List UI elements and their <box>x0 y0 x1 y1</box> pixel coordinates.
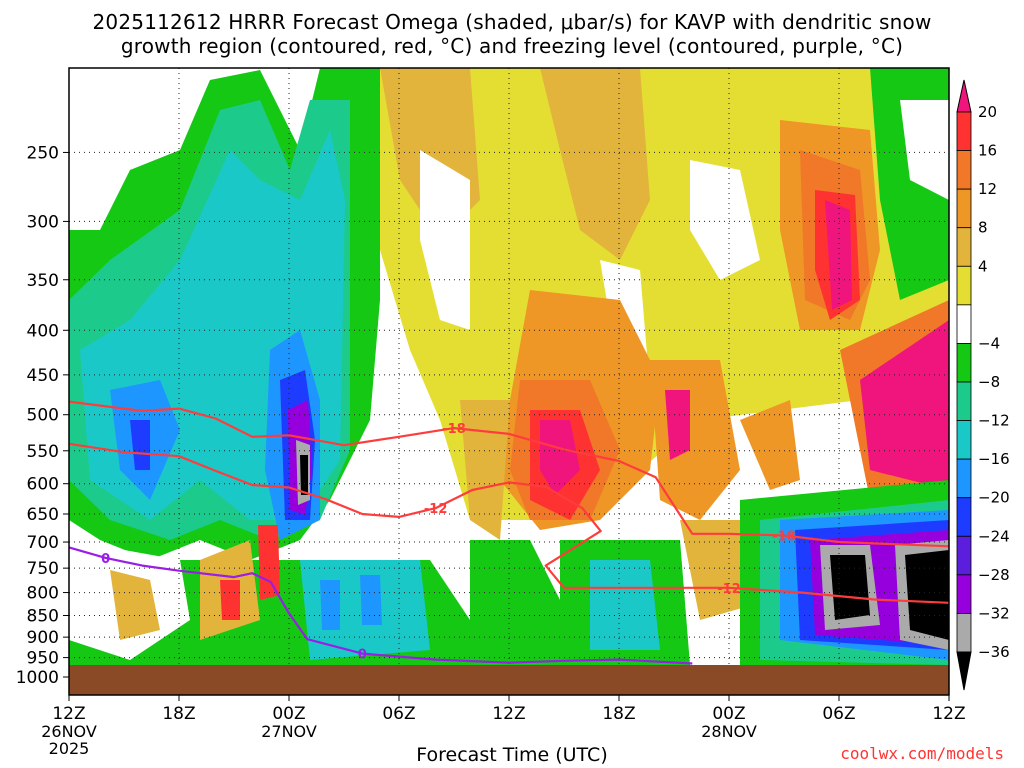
contour-lines <box>68 400 950 665</box>
colorbar-label: −12 <box>978 412 1010 430</box>
x-tick-label: 06Z <box>822 704 855 724</box>
colorbar-segment <box>956 381 972 421</box>
colorbar-label: −28 <box>978 566 1010 584</box>
colorbar-segment <box>956 343 972 383</box>
colorbar-label: 20 <box>978 103 997 121</box>
terrain-band <box>69 665 949 695</box>
x-tick-sublabel: 2025 <box>49 739 90 758</box>
y-tick-label: 250 <box>27 143 59 163</box>
y-tick-label: 600 <box>27 475 59 495</box>
colorbar-label: 16 <box>978 142 997 160</box>
colorbar-label: 8 <box>978 219 988 237</box>
contour-label: -12 <box>717 582 741 597</box>
x-tick-label: 00Z <box>272 704 305 724</box>
colorbar-label: 12 <box>978 180 997 198</box>
y-tick-label: 950 <box>27 649 59 669</box>
chart-title-line1: 2025112612 HRRR Forecast Omega (shaded, … <box>92 10 932 34</box>
colorbar: 20 16 12 8 4 −4 −8 −12 −16 −20 −24 −28 −32 −36 <box>956 79 1010 691</box>
contour-label: -12 <box>424 502 448 517</box>
contour-labels: -18 -18 -12 -12 0 0 <box>101 422 796 663</box>
colorbar-top-arrow <box>956 79 972 113</box>
x-axis-title: Forecast Time (UTC) <box>416 744 608 766</box>
x-tick-label: 12Z <box>932 704 965 724</box>
colorbar-label: −36 <box>978 643 1010 661</box>
colorbar-segment <box>956 150 972 190</box>
y-tick-label: 350 <box>27 271 59 291</box>
y-tick-label: 450 <box>27 366 59 386</box>
chart-title-line2: growth region (contoured, red, °C) and f… <box>120 34 904 58</box>
colorbar-segment <box>956 188 972 229</box>
contour-0 <box>68 546 693 665</box>
x-tick-label: 12Z <box>492 704 525 724</box>
y-tick-label: 750 <box>27 559 59 579</box>
colorbar-segment <box>956 227 972 267</box>
x-tick-sublabel: 27NOV <box>261 722 317 741</box>
contour-label: 0 <box>101 552 110 567</box>
colorbar-label: −8 <box>978 373 1000 391</box>
y-tick-label: 550 <box>27 442 59 462</box>
y-tick-label: 900 <box>27 628 59 648</box>
colorbar-label: −32 <box>978 604 1010 622</box>
omega-shading <box>69 68 949 665</box>
colorbar-label: −24 <box>978 527 1010 545</box>
credit-text: coolwx.com/models <box>840 744 1004 763</box>
colorbar-segment <box>956 613 972 653</box>
contour-label: -18 <box>772 529 796 544</box>
grid-lines <box>69 68 949 665</box>
colorbar-label: −20 <box>978 489 1010 507</box>
x-tick-label: 12Z <box>52 704 85 724</box>
contour--12 <box>68 442 950 604</box>
colorbar-segment <box>956 304 972 344</box>
colorbar-segment <box>956 458 972 499</box>
y-tick-label: 400 <box>27 321 59 341</box>
colorbar-label: 4 <box>978 257 988 275</box>
y-tick-label: 650 <box>27 505 59 525</box>
y-axis: 2503003504004505005506006507007508008509… <box>16 143 69 688</box>
y-tick-label: 300 <box>27 212 59 232</box>
contour-label: 0 <box>358 648 367 663</box>
colorbar-segment <box>956 574 972 614</box>
y-tick-label: 1000 <box>16 668 59 688</box>
x-tick-label: 18Z <box>162 704 195 724</box>
contour--18 <box>68 400 950 548</box>
y-tick-label: 500 <box>27 406 59 426</box>
colorbar-segment <box>956 265 972 306</box>
x-tick-label: 06Z <box>382 704 415 724</box>
colorbar-label: −4 <box>978 334 1000 352</box>
colorbar-bottom-arrow <box>956 651 972 691</box>
contour-label: -18 <box>442 422 466 437</box>
y-tick-label: 800 <box>27 584 59 604</box>
y-tick-label: 700 <box>27 533 59 553</box>
x-tick-sublabel: 28NOV <box>701 722 757 741</box>
y-tick-label: 850 <box>27 607 59 627</box>
x-tick-label: 00Z <box>712 704 745 724</box>
x-tick-label: 18Z <box>602 704 635 724</box>
colorbar-segment <box>956 420 972 460</box>
colorbar-segment <box>956 111 972 151</box>
colorbar-segment <box>956 535 972 576</box>
colorbar-segment <box>956 497 972 537</box>
colorbar-label: −16 <box>978 450 1010 468</box>
x-tick-sublabel: 26NOV <box>41 722 97 741</box>
